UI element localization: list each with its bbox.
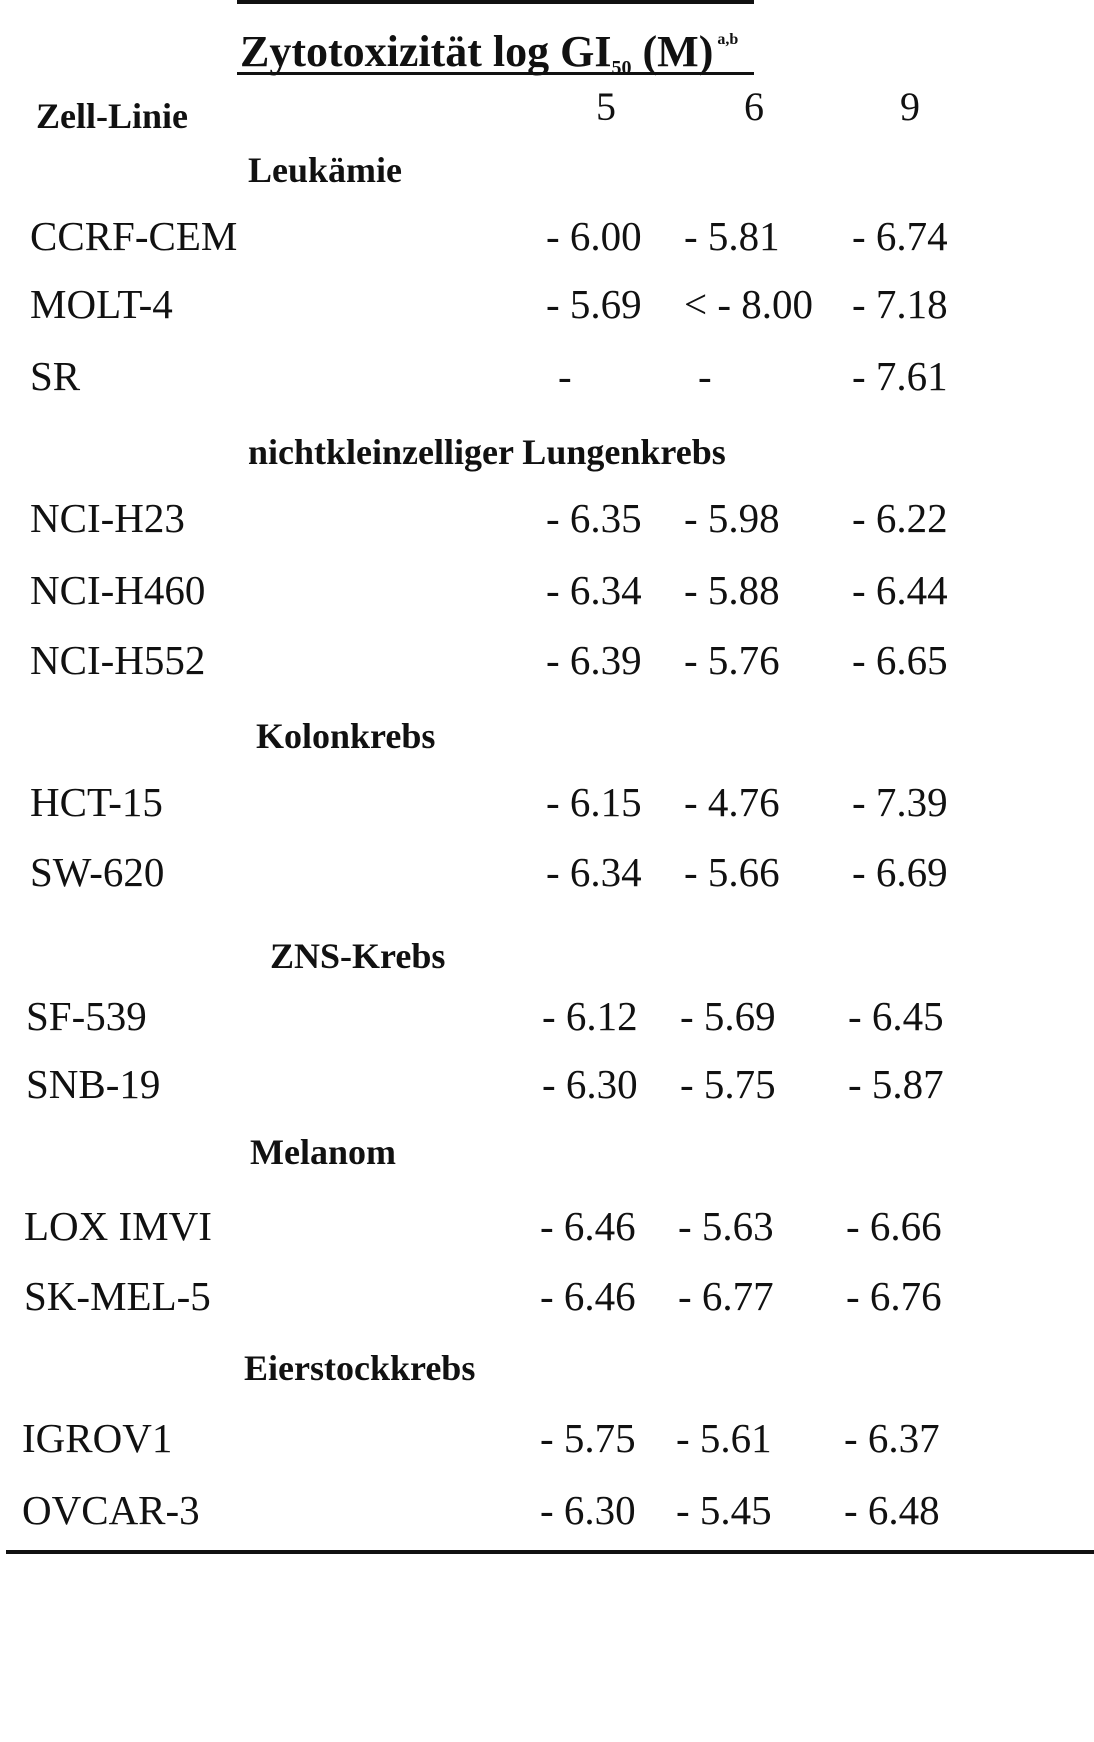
value-compound-5: - 6.30 xyxy=(540,1484,636,1536)
table-row: SF-539 - 6.12 - 5.69 - 6.45 xyxy=(0,990,1094,1042)
value-compound-6: - 5.76 xyxy=(684,634,780,686)
cell-line-name: NCI-H552 xyxy=(30,634,205,686)
table-header-title: Zytotoxizität log GI50 (M)a,b xyxy=(240,12,738,96)
value-compound-6: - 5.63 xyxy=(678,1200,774,1252)
value-compound-5: - 6.15 xyxy=(546,776,642,828)
table-row: LOX IMVI - 6.46 - 5.63 - 6.66 xyxy=(0,1200,1094,1252)
cell-line-name: SR xyxy=(30,350,80,402)
column-header-compound-5: 5 xyxy=(596,82,616,132)
value-compound-5: - 6.46 xyxy=(540,1270,636,1322)
header-title-subscript: 50 xyxy=(612,57,632,79)
value-compound-9: - 6.66 xyxy=(846,1200,942,1252)
value-compound-5: - 6.46 xyxy=(540,1200,636,1252)
table-row: SK-MEL-5 - 6.46 - 6.77 - 6.76 xyxy=(0,1270,1094,1322)
table-row: NCI-H552 - 6.39 - 5.76 - 6.65 xyxy=(0,634,1094,686)
header-title-unit: (M) xyxy=(632,27,714,76)
value-compound-6: - xyxy=(698,350,712,402)
table-row: NCI-H460 - 6.34 - 5.88 - 6.44 xyxy=(0,564,1094,616)
cell-line-name: MOLT-4 xyxy=(30,278,173,330)
group-label-colon-cancer: Kolonkrebs xyxy=(256,714,435,758)
value-compound-6: - 5.69 xyxy=(680,990,776,1042)
group-label-melanoma: Melanom xyxy=(250,1130,396,1174)
value-compound-9: - 6.45 xyxy=(848,990,944,1042)
value-compound-6: - 5.81 xyxy=(684,210,780,262)
value-compound-9: - 6.69 xyxy=(852,846,948,898)
value-compound-5: - 5.75 xyxy=(540,1412,636,1464)
table-row: SR - - - 7.61 xyxy=(0,350,1094,402)
cell-line-name: SNB-19 xyxy=(26,1058,160,1110)
cell-line-name: LOX IMVI xyxy=(24,1200,212,1252)
value-compound-9: - 7.39 xyxy=(852,776,948,828)
value-compound-9: - 6.76 xyxy=(846,1270,942,1322)
cell-line-name: SW-620 xyxy=(30,846,164,898)
value-compound-9: - 6.65 xyxy=(852,634,948,686)
group-label-ovarian-cancer: Eierstockkrebs xyxy=(244,1346,475,1390)
header-footnote-marker: a,b xyxy=(717,31,738,48)
table-row: OVCAR-3 - 6.30 - 5.45 - 6.48 xyxy=(0,1484,1094,1536)
table-row: HCT-15 - 6.15 - 4.76 - 7.39 xyxy=(0,776,1094,828)
value-compound-5: - 6.30 xyxy=(542,1058,638,1110)
value-compound-6: - 5.88 xyxy=(684,564,780,616)
column-header-compound-6: 6 xyxy=(744,82,764,132)
group-label-non-small-cell-lung-cancer: nichtkleinzelliger Lungenkrebs xyxy=(248,430,726,474)
cell-line-name: IGROV1 xyxy=(22,1412,172,1464)
value-compound-5: - 5.69 xyxy=(546,278,642,330)
header-rule xyxy=(237,72,754,75)
column-header-compound-9: 9 xyxy=(900,82,920,132)
table-row: MOLT-4 - 5.69 < - 8.00 - 7.18 xyxy=(0,278,1094,330)
header-title-main: Zytotoxizität log GI xyxy=(240,27,612,76)
value-compound-6: - 5.75 xyxy=(680,1058,776,1110)
value-compound-6: - 4.76 xyxy=(684,776,780,828)
value-compound-9: - 7.18 xyxy=(852,278,948,330)
value-compound-6: - 5.45 xyxy=(676,1484,772,1536)
row-label-header: Zell-Linie xyxy=(36,92,188,140)
value-compound-5: - 6.35 xyxy=(546,492,642,544)
value-compound-9: - 7.61 xyxy=(852,350,948,402)
table-row: NCI-H23 - 6.35 - 5.98 - 6.22 xyxy=(0,492,1094,544)
cell-line-name: SK-MEL-5 xyxy=(24,1270,211,1322)
value-compound-9: - 6.44 xyxy=(852,564,948,616)
value-compound-6: - 5.66 xyxy=(684,846,780,898)
value-compound-5: - 6.12 xyxy=(542,990,638,1042)
cell-line-name: SF-539 xyxy=(26,990,147,1042)
value-compound-9: - 6.74 xyxy=(852,210,948,262)
value-compound-9: - 5.87 xyxy=(848,1058,944,1110)
group-label-cns-cancer: ZNS-Krebs xyxy=(270,934,445,978)
value-compound-5: - 6.00 xyxy=(546,210,642,262)
group-label-leukemia: Leukämie xyxy=(248,148,402,192)
value-compound-5: - xyxy=(558,350,572,402)
cell-line-name: NCI-H23 xyxy=(30,492,185,544)
table-row: SW-620 - 6.34 - 5.66 - 6.69 xyxy=(0,846,1094,898)
value-compound-6: < - 8.00 xyxy=(684,278,813,330)
table-row: CCRF-CEM - 6.00 - 5.81 - 6.74 xyxy=(0,210,1094,262)
value-compound-5: - 6.34 xyxy=(546,846,642,898)
value-compound-9: - 6.37 xyxy=(844,1412,940,1464)
value-compound-6: - 6.77 xyxy=(678,1270,774,1322)
top-rule xyxy=(237,0,754,4)
value-compound-5: - 6.39 xyxy=(546,634,642,686)
value-compound-9: - 6.48 xyxy=(844,1484,940,1536)
cell-line-name: HCT-15 xyxy=(30,776,163,828)
cell-line-name: NCI-H460 xyxy=(30,564,205,616)
cell-line-name: CCRF-CEM xyxy=(30,210,237,262)
value-compound-9: - 6.22 xyxy=(852,492,948,544)
value-compound-5: - 6.34 xyxy=(546,564,642,616)
table-row: SNB-19 - 6.30 - 5.75 - 5.87 xyxy=(0,1058,1094,1110)
value-compound-6: - 5.98 xyxy=(684,492,780,544)
cell-line-name: OVCAR-3 xyxy=(22,1484,200,1536)
bottom-rule xyxy=(6,1550,1094,1554)
value-compound-6: - 5.61 xyxy=(676,1412,772,1464)
table-row: IGROV1 - 5.75 - 5.61 - 6.37 xyxy=(0,1412,1094,1464)
